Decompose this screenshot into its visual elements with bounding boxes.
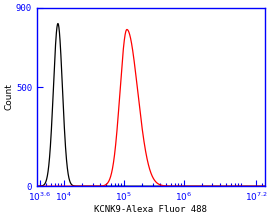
Y-axis label: Count: Count xyxy=(4,83,13,110)
X-axis label: KCNK9-Alexa Fluor 488: KCNK9-Alexa Fluor 488 xyxy=(94,205,207,214)
